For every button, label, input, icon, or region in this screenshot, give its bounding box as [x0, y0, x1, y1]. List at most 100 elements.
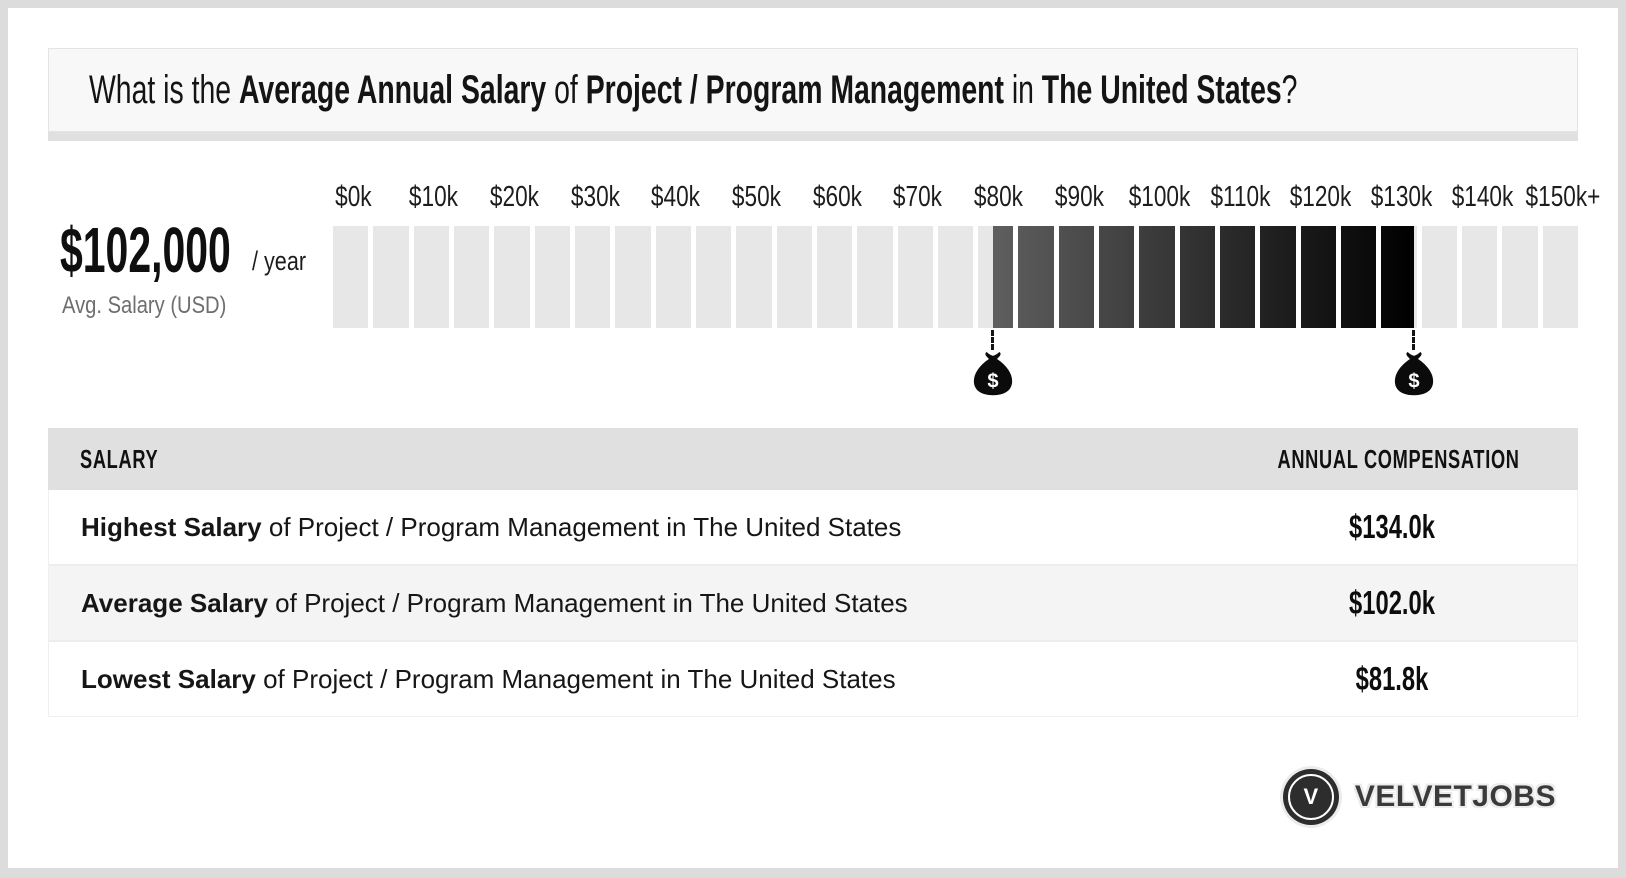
- segment-gap: [1416, 226, 1422, 328]
- bar-segment: [776, 226, 812, 328]
- segment-gap: [1255, 226, 1261, 328]
- axis-tick-label: $10k: [409, 181, 459, 213]
- segment-gap: [650, 226, 656, 328]
- salary-caption: Avg. Salary (USD): [62, 292, 227, 319]
- segment-gap: [1094, 226, 1100, 328]
- average-salary-amount: $102,000: [60, 214, 231, 286]
- brand-wordmark: VELVETJOBS: [1354, 780, 1556, 813]
- salary-range-chart: $0k $10k $20k $30k $40k $50k $60k $70k $80k $90k $…: [333, 178, 1600, 408]
- segment-gap: [1578, 226, 1583, 328]
- salary-table: SALARY ANNUAL COMPENSATION Highest Salar…: [48, 428, 1578, 717]
- segment-gap: [448, 226, 454, 328]
- column-header-compensation: ANNUAL COMPENSATION: [1277, 443, 1520, 474]
- segment-gap: [1174, 226, 1180, 328]
- bar-segment: [937, 226, 974, 328]
- axis-tick-label: $0k: [334, 181, 372, 213]
- title-part-bold: Average Annual Salary: [238, 67, 547, 112]
- table-body: Highest Salary of Project / Program Mana…: [48, 490, 1578, 717]
- bar-segment: [413, 226, 449, 328]
- money-bag-icon: $: [973, 352, 1012, 396]
- bar-segment: [615, 226, 651, 328]
- page-title: What is the Average Annual Salary of Pro…: [89, 68, 1297, 113]
- segment-gap: [1497, 226, 1503, 328]
- bar-segment: [816, 226, 853, 328]
- money-bag-marker-lowest: $: [970, 330, 1016, 396]
- bar-segment: [655, 226, 691, 328]
- segment-gap: [368, 226, 374, 328]
- svg-text:$: $: [987, 370, 998, 392]
- row-label: Average Salary of Project / Program Mana…: [81, 587, 908, 618]
- table-header-row: SALARY ANNUAL COMPENSATION: [48, 428, 1578, 490]
- bar-segment: [534, 226, 570, 328]
- bar-segment: [494, 226, 530, 328]
- average-salary-summary: $102,000 / year Avg. Salary (USD): [60, 218, 360, 328]
- bar-segment: [1462, 226, 1498, 328]
- segment-gap: [408, 226, 414, 328]
- axis-tick-label: $40k: [651, 181, 701, 213]
- title-part: What is the: [89, 67, 239, 112]
- segment-gap: [1295, 226, 1301, 328]
- axis-tick-label: $70k: [893, 181, 943, 213]
- bar-segment: [373, 226, 409, 328]
- title-part: ?: [1281, 67, 1298, 112]
- segment-gap: [690, 226, 696, 328]
- axis-tick-label: $140k: [1451, 181, 1514, 213]
- row-value: $81.8k: [1355, 660, 1429, 697]
- column-header-salary: SALARY: [80, 443, 159, 474]
- row-label: Highest Salary of Project / Program Mana…: [81, 511, 902, 542]
- segment-gap: [1537, 226, 1543, 328]
- brand-footer: V VELVETJOBS: [1282, 766, 1556, 828]
- segment-gap: [1053, 226, 1059, 328]
- bar-segment: [574, 226, 611, 328]
- title-part-bold: Project / Program Management: [585, 67, 1004, 112]
- money-bag-icon: $: [1394, 352, 1433, 396]
- segment-gap: [1457, 226, 1463, 328]
- segment-gap: [932, 226, 938, 328]
- logo-letter: V: [1287, 774, 1334, 820]
- row-value: $134.0k: [1349, 508, 1435, 545]
- axis-tick-label: $30k: [570, 181, 620, 213]
- marker-dash: [1412, 330, 1416, 350]
- axis-ticks: $0k $10k $20k $30k $40k $50k $60k $70k $80k $90k $…: [333, 178, 1600, 214]
- segment-gap: [852, 226, 858, 328]
- segment-gap: [892, 226, 898, 328]
- axis-tick-label: $120k: [1290, 181, 1352, 213]
- bar-segment: [736, 226, 772, 328]
- marker-dash: [991, 330, 995, 350]
- bar-segment: [897, 226, 933, 328]
- segment-gap: [1134, 226, 1140, 328]
- table-row-lowest: Lowest Salary of Project / Program Manag…: [49, 640, 1577, 716]
- bar-segment: [695, 226, 732, 328]
- svg-text:$: $: [1408, 370, 1419, 392]
- axis-tick-label: $50k: [731, 181, 781, 213]
- salary-period-label: / year: [252, 246, 307, 276]
- title-part: in: [1003, 67, 1042, 112]
- segment-gap: [1215, 226, 1221, 328]
- header-panel: What is the Average Annual Salary of Pro…: [48, 48, 1578, 132]
- segment-gap: [973, 226, 979, 328]
- bar-segment: [1421, 226, 1458, 328]
- segment-gap: [731, 226, 737, 328]
- header-panel-shadow: [48, 132, 1578, 141]
- table-row-average: Average Salary of Project / Program Mana…: [49, 564, 1577, 640]
- segment-gap: [529, 226, 535, 328]
- bar-segment: [857, 226, 893, 328]
- axis-tick-label: $90k: [1054, 181, 1104, 213]
- axis-tick-label: $130k: [1370, 181, 1433, 213]
- money-bag-marker-highest: $: [1391, 330, 1437, 396]
- segment-gap: [1336, 226, 1342, 328]
- title-part: of: [546, 67, 586, 112]
- segment-gap: [1013, 226, 1019, 328]
- salary-range-fill: [992, 226, 1414, 328]
- bar-segment: [333, 226, 369, 328]
- segment-gap: [811, 226, 817, 328]
- bar-segment: [453, 226, 490, 328]
- segment-gap: [1376, 226, 1382, 328]
- segment-gap: [569, 226, 575, 328]
- axis-tick-label: $110k: [1210, 181, 1271, 213]
- segment-gap: [489, 226, 495, 328]
- title-part-bold: The United States: [1041, 67, 1282, 112]
- axis-tick-label: $80k: [973, 181, 1023, 213]
- row-label: Lowest Salary of Project / Program Manag…: [81, 663, 896, 694]
